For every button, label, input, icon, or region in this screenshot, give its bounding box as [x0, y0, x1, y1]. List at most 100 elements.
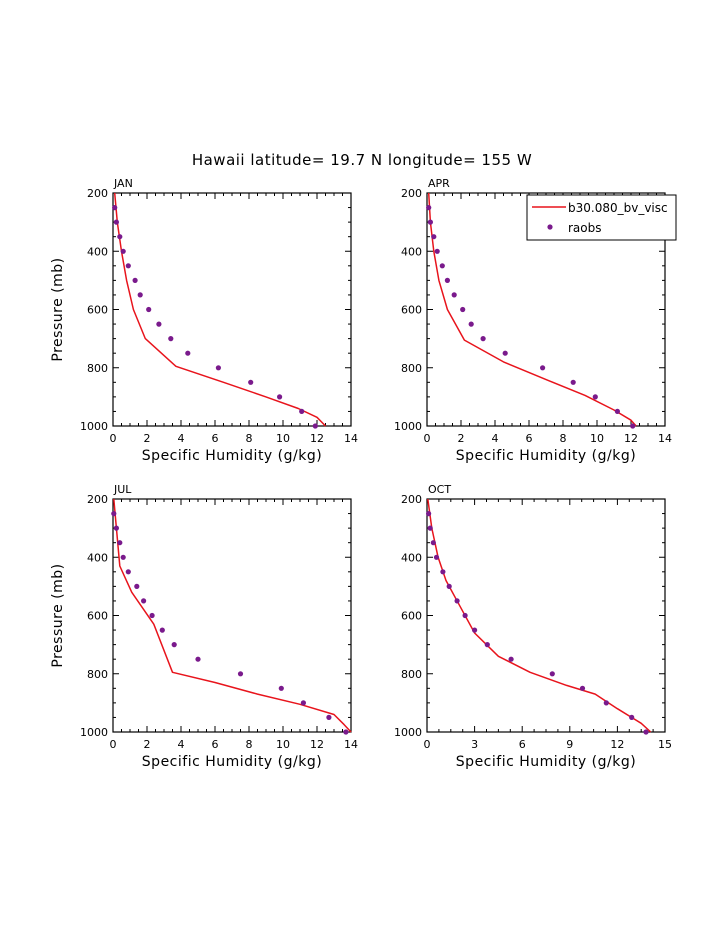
legend-box — [526, 194, 677, 241]
y-tick-label-jul: 200 — [87, 493, 108, 506]
x-tick-label-jul: 8 — [246, 738, 253, 751]
x-tick-label-apr: 0 — [424, 432, 431, 445]
y-tick-label-jan: 800 — [87, 362, 108, 375]
obs-point-jan — [120, 248, 126, 254]
obs-point-jan — [113, 219, 119, 225]
obs-point-oct — [579, 685, 586, 691]
y-tick-label-jan: 200 — [87, 187, 108, 200]
x-tick-label-jan: 8 — [246, 432, 253, 445]
obs-point-jul — [113, 525, 119, 531]
y-tick-label-jan: 400 — [87, 245, 108, 258]
x-tick-label-apr: 8 — [560, 432, 567, 445]
obs-point-jan — [185, 350, 191, 356]
panel-jul: JUL 0 2 4 6 8 10 12 14 200 400 600 800 1000 Specific H… — [50, 483, 358, 770]
panel-jan: JAN 0 2 4 6 8 10 12 14 200 400 600 800 1000 Specific H… — [50, 177, 358, 464]
obs-point-jan — [125, 263, 131, 269]
x-tick-label-jul: 14 — [344, 738, 358, 751]
y-tick-label-apr: 1000 — [394, 420, 422, 433]
obs-point-jul — [159, 627, 165, 633]
y-tick-label-oct: 1000 — [394, 726, 422, 739]
y-tick-label-oct: 800 — [401, 668, 422, 681]
obs-point-jul — [195, 656, 201, 662]
obs-point-jul — [111, 510, 117, 517]
obs-point-apr — [592, 394, 598, 400]
obs-point-apr — [460, 306, 466, 313]
panel-apr: APR 0 2 4 6 8 10 12 14 200 400 600 800 1000 Specific H… — [394, 177, 672, 464]
obs-point-jul — [326, 714, 332, 721]
obs-point-jan — [146, 306, 152, 313]
obs-point-oct — [462, 612, 468, 619]
panel-label-jul: JUL — [113, 483, 132, 496]
obs-point-jul — [237, 671, 244, 677]
x-tick-label-oct: 6 — [519, 738, 526, 751]
x-tick-label-apr: 12 — [624, 432, 638, 445]
x-tick-label-oct: 3 — [471, 738, 478, 751]
panel-label-jan: JAN — [113, 177, 133, 190]
x-tick-label-oct: 0 — [424, 738, 431, 751]
y-tick-label-jan: 600 — [87, 304, 108, 317]
y-axis-label-jan: Pressure (mb) — [50, 257, 66, 361]
obs-point-oct — [508, 656, 514, 662]
x-tick-label-oct: 9 — [566, 738, 573, 751]
obs-point-oct — [484, 642, 490, 648]
x-tick-label-jan: 10 — [276, 432, 290, 445]
y-tick-label-oct: 600 — [401, 610, 422, 623]
obs-point-apr — [431, 234, 437, 240]
obs-point-apr — [540, 365, 546, 371]
obs-point-oct — [629, 714, 635, 721]
legend-model-label: b30.080_bv_visc — [568, 201, 668, 215]
y-axis-label-jul: Pressure (mb) — [50, 563, 66, 667]
obs-point-apr — [502, 350, 508, 356]
x-tick-label-jan: 6 — [212, 432, 219, 445]
obs-point-oct — [426, 510, 432, 517]
y-tick-label-jul: 600 — [87, 610, 108, 623]
y-tick-label-oct: 200 — [401, 493, 422, 506]
obs-point-oct — [549, 671, 555, 677]
panel-label-apr: APR — [428, 177, 450, 190]
panel-oct: OCT 0 3 6 9 12 15 200 400 600 800 1000 Specific Humi… — [394, 483, 672, 770]
x-tick-label-jul: 2 — [144, 738, 151, 751]
x-axis-label-oct: Specific Humidity (g/kg) — [456, 754, 636, 770]
obs-point-apr — [439, 263, 445, 269]
y-tick-label-oct: 400 — [401, 551, 422, 564]
y-tick-label-jul: 800 — [87, 668, 108, 681]
obs-point-apr — [570, 379, 576, 385]
obs-point-jan — [168, 336, 174, 342]
obs-point-jul — [278, 685, 284, 691]
legend-obs-label: raobs — [568, 221, 602, 235]
y-tick-label-jul: 1000 — [80, 726, 108, 739]
y-tick-label-apr: 200 — [401, 187, 422, 200]
obs-point-jan — [137, 292, 143, 298]
obs-point-jan — [112, 205, 118, 211]
model-line-oct — [427, 498, 652, 733]
panel-label-oct: OCT — [428, 483, 451, 496]
obs-point-jan — [156, 321, 162, 327]
obs-point-jul — [141, 598, 147, 604]
obs-point-apr — [434, 248, 440, 254]
x-tick-label-jul: 4 — [178, 738, 185, 751]
obs-point-jan — [312, 423, 318, 429]
obs-point-jul — [125, 569, 131, 575]
obs-point-jan — [277, 394, 283, 400]
obs-point-oct — [430, 540, 436, 546]
obs-point-jul — [343, 729, 349, 735]
y-tick-label-apr: 800 — [401, 362, 422, 375]
obs-point-jul — [117, 540, 123, 546]
obs-point-apr — [468, 321, 474, 327]
x-tick-label-jan: 0 — [110, 432, 117, 445]
x-tick-label-apr: 14 — [658, 432, 672, 445]
model-line-jul — [113, 498, 352, 733]
obs-point-apr — [427, 219, 433, 225]
obs-point-jan — [132, 277, 138, 283]
obs-point-apr — [480, 336, 486, 342]
y-tick-label-jul: 400 — [87, 551, 108, 564]
obs-point-jan — [248, 379, 254, 385]
obs-point-jul — [134, 583, 140, 590]
x-tick-label-apr: 2 — [458, 432, 465, 445]
y-tick-label-apr: 600 — [401, 304, 422, 317]
figure-title: Hawaii latitude= 19.7 N longitude= 155 W — [192, 151, 532, 169]
x-tick-label-jul: 10 — [276, 738, 290, 751]
legend-obs-marker — [547, 224, 553, 230]
